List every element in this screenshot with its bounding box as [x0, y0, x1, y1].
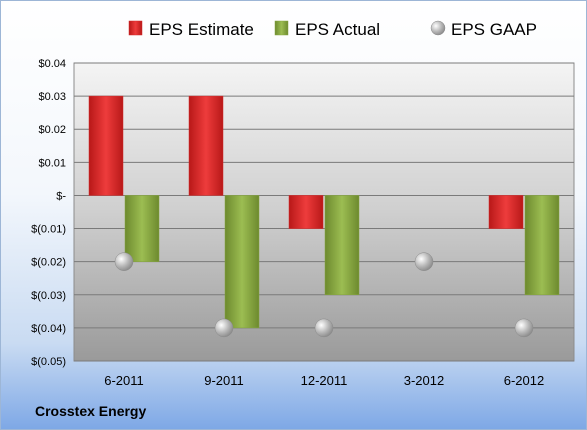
y-tick-label: $0.02 — [38, 124, 66, 136]
legend-swatch — [128, 20, 143, 36]
x-axis: 6-2011 9-2011 12-2011 3-2012 6-2012 — [104, 373, 544, 388]
legend-label: EPS Actual — [295, 20, 380, 39]
point-eps-gaap — [414, 252, 434, 271]
bar-eps-estimate — [288, 195, 324, 229]
legend: EPS Estimate EPS Actual EPS GAAP — [128, 20, 537, 39]
x-tick-label: 6-2012 — [504, 373, 544, 388]
data-marks — [88, 95, 560, 338]
bar-eps-actual — [224, 195, 260, 329]
bar-eps-estimate — [88, 95, 124, 196]
y-axis: $0.04 $0.03 $0.02 $0.01 $- $(0.01) $(0.02) $(0.… — [31, 58, 66, 368]
x-tick-label: 3-2012 — [404, 373, 444, 388]
y-tick-label: $- — [56, 190, 66, 202]
point-eps-gaap — [514, 318, 534, 338]
legend-label: EPS GAAP — [451, 20, 537, 39]
point-eps-gaap — [114, 252, 134, 271]
x-tick-label: 6-2011 — [104, 373, 144, 388]
point-eps-gaap — [314, 318, 334, 338]
legend-swatch — [274, 20, 289, 36]
y-tick-label: $(0.04) — [31, 323, 66, 335]
y-tick-label: $0.03 — [38, 91, 66, 103]
point-eps-gaap — [214, 318, 234, 338]
y-tick-label: $(0.01) — [31, 224, 66, 236]
bar-eps-estimate — [488, 195, 524, 229]
y-tick-label: $0.01 — [38, 157, 66, 169]
bar-eps-actual — [324, 195, 360, 296]
y-tick-label: $(0.03) — [31, 290, 66, 302]
company-name: Crosstex Energy — [35, 403, 147, 419]
bar-eps-actual — [524, 195, 560, 296]
y-tick-label: $(0.02) — [31, 257, 66, 269]
bar-eps-estimate — [188, 95, 224, 196]
x-tick-label: 12-2011 — [301, 373, 348, 388]
legend-swatch — [430, 20, 446, 36]
legend-label: EPS Estimate — [149, 20, 254, 39]
y-tick-label: $(0.05) — [31, 356, 66, 368]
y-tick-label: $0.04 — [38, 58, 66, 70]
x-tick-label: 9-2011 — [204, 373, 244, 388]
bar-eps-actual — [124, 195, 160, 262]
